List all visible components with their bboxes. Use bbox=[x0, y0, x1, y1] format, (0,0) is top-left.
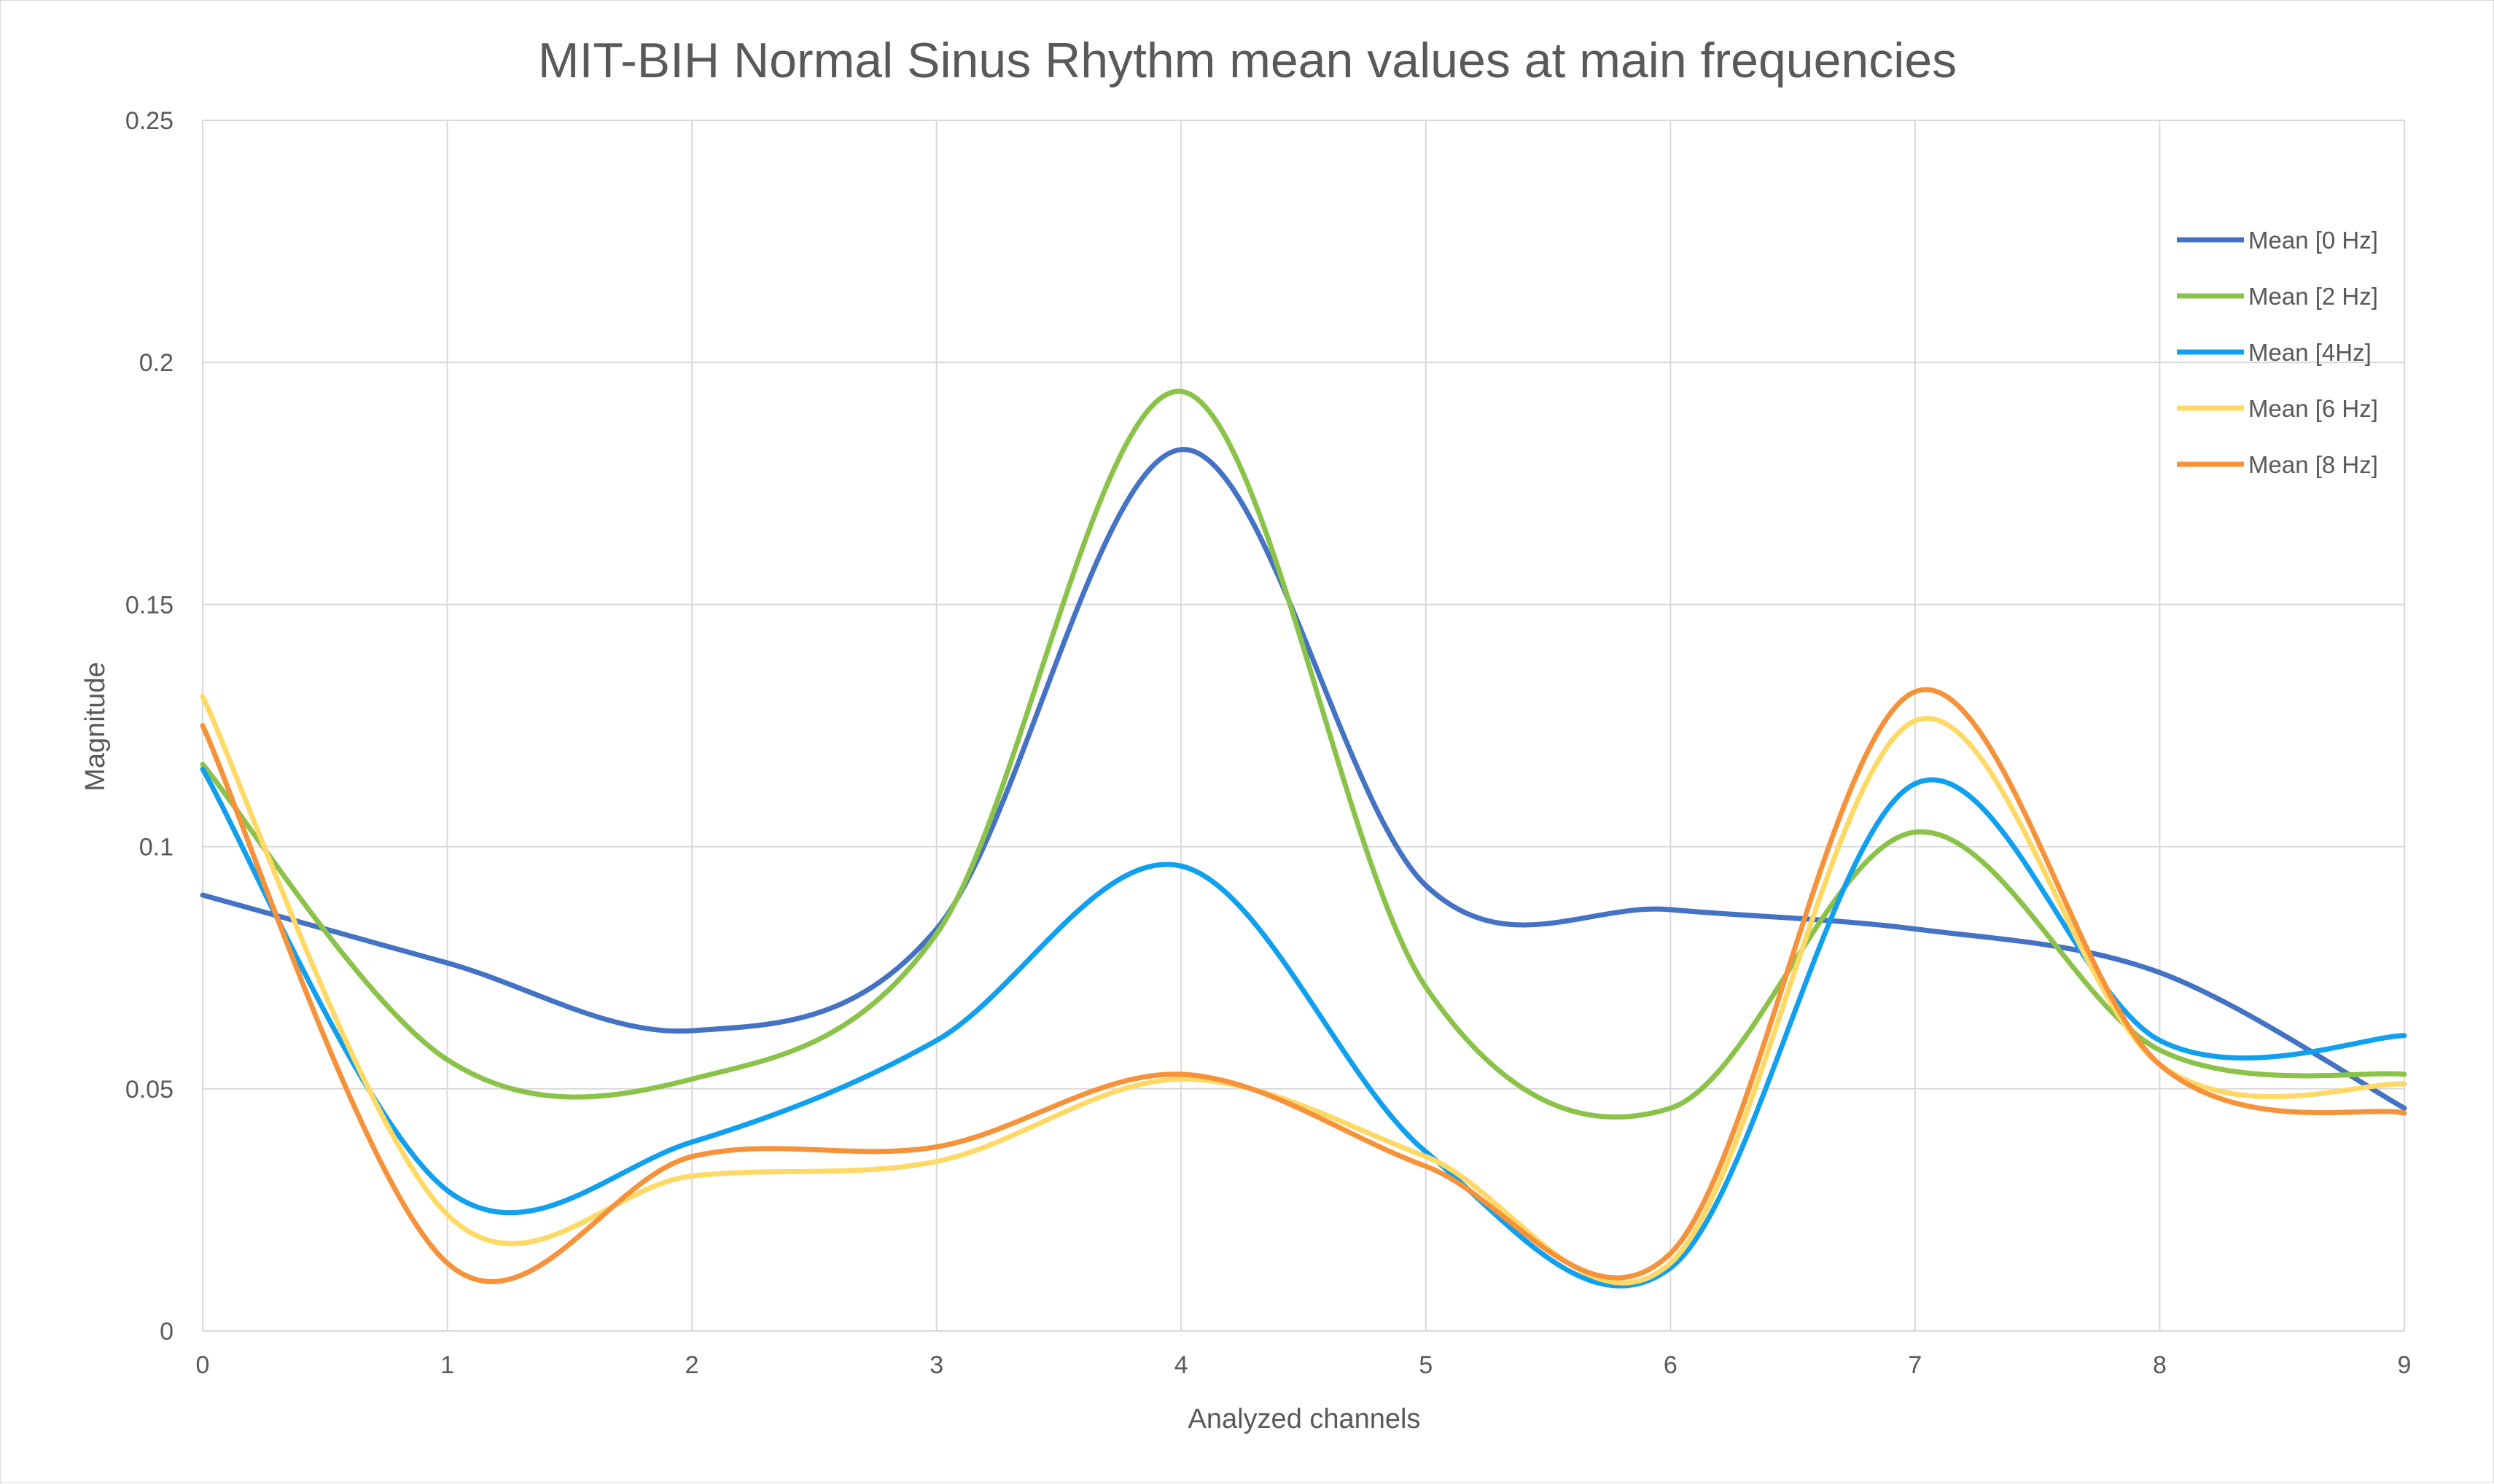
y-tick-label: 0.05 bbox=[125, 1076, 174, 1104]
x-tick-label: 6 bbox=[1664, 1351, 1677, 1379]
legend-item: Mean [0 Hz] bbox=[2177, 227, 2378, 254]
y-tick-label: 0.15 bbox=[125, 591, 174, 619]
x-tick-label: 5 bbox=[1419, 1351, 1433, 1379]
legend-item: Mean [6 Hz] bbox=[2177, 395, 2378, 422]
series-line-3 bbox=[200, 766, 2407, 1289]
x-tick-label: 0 bbox=[196, 1351, 210, 1379]
legend-item: Mean [2 Hz] bbox=[2177, 283, 2378, 310]
series-line-1 bbox=[200, 447, 2407, 1111]
legend-label: Mean [6 Hz] bbox=[2248, 395, 2378, 422]
legend-label: Mean [4Hz] bbox=[2248, 339, 2372, 366]
series-lines bbox=[200, 388, 2407, 1289]
series-line-4 bbox=[200, 694, 2407, 1286]
x-axis-title: Analyzed channels bbox=[1188, 1404, 1421, 1434]
x-tick-label: 8 bbox=[2153, 1351, 2167, 1379]
y-axis-title: Magnitude bbox=[80, 662, 111, 791]
x-tick-label: 3 bbox=[930, 1351, 943, 1379]
tick-labels: 0 0.05 0.1 0.15 0.2 0.25 0 1 2 3 4 5 6 7 8 9 bbox=[125, 107, 2412, 1379]
y-tick-label: 0.1 bbox=[139, 834, 174, 862]
legend: Mean [0 Hz] Mean [2 Hz] Mean [4Hz] Mean [6 … bbox=[2177, 227, 2378, 478]
chart-title: MIT-BIH Normal Sinus Rhythm mean values … bbox=[538, 33, 1957, 88]
y-tick-label: 0 bbox=[160, 1318, 174, 1346]
legend-item: Mean [4Hz] bbox=[2177, 339, 2372, 366]
legend-item: Mean [8 Hz] bbox=[2177, 451, 2378, 478]
series-line-5 bbox=[200, 687, 2407, 1284]
series-line-2 bbox=[200, 388, 2407, 1120]
x-tick-label: 2 bbox=[685, 1351, 699, 1379]
x-tick-label: 9 bbox=[2398, 1351, 2412, 1379]
x-tick-label: 4 bbox=[1174, 1351, 1188, 1379]
x-tick-label: 1 bbox=[440, 1351, 454, 1379]
legend-label: Mean [0 Hz] bbox=[2248, 227, 2378, 254]
y-tick-label: 0.25 bbox=[125, 107, 174, 135]
legend-label: Mean [8 Hz] bbox=[2248, 451, 2378, 478]
gridlines bbox=[202, 120, 2405, 1332]
legend-label: Mean [2 Hz] bbox=[2248, 283, 2378, 310]
y-tick-label: 0.2 bbox=[139, 349, 174, 377]
x-tick-label: 7 bbox=[1908, 1351, 1922, 1379]
